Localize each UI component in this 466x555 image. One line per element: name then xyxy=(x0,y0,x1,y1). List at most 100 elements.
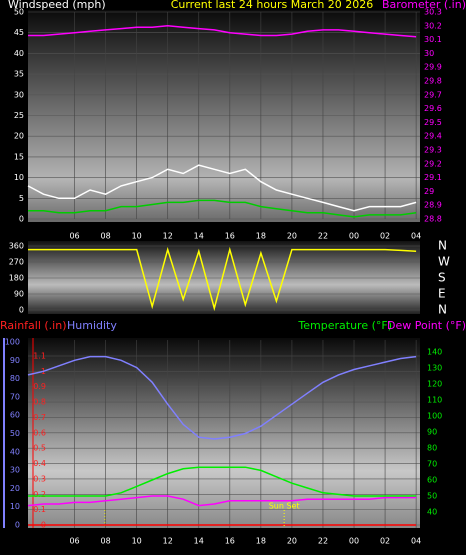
panel-wind xyxy=(28,10,420,222)
yticks-label: 10 xyxy=(14,173,24,182)
yticks-label: 0.3 xyxy=(33,474,46,483)
yticks-label: 30 xyxy=(14,90,24,99)
y2ticks-label: W xyxy=(438,255,450,269)
y2ticks-label: 29.4 xyxy=(424,132,442,141)
y2ticks-label: 30.3 xyxy=(424,8,442,17)
y2ticks-label: N xyxy=(438,239,447,253)
y3ticks-label: 30 xyxy=(10,466,20,475)
series-line xyxy=(28,199,417,218)
annotation: Sun Set xyxy=(269,502,300,511)
yticks-label: 0.2 xyxy=(33,490,46,499)
x-tick-label: 02 xyxy=(380,537,390,546)
yticks-label: 1.1 xyxy=(33,352,46,361)
yticks-label: 25 xyxy=(14,111,24,120)
x-tick-label: 08 xyxy=(101,232,111,241)
y3ticks-label: 80 xyxy=(10,374,20,383)
x-tick-label: 10 xyxy=(132,232,142,241)
y2ticks-label: 30 xyxy=(424,49,434,58)
yticks-label: 180 xyxy=(9,274,24,283)
x-tick-label: 02 xyxy=(380,232,390,241)
dew-label: Dew Point (°F) xyxy=(387,319,466,332)
y2ticks-label: 29.1 xyxy=(424,173,442,182)
yticks-label: 15 xyxy=(14,152,24,161)
series-line xyxy=(27,164,417,212)
yticks-label: 5 xyxy=(19,194,24,203)
series-line xyxy=(28,25,417,38)
yticks-label: 270 xyxy=(9,258,24,267)
x-tick-label: 06 xyxy=(69,232,79,241)
rain-label: Rainfall (.in) xyxy=(0,319,67,332)
y2ticks-label: 140 xyxy=(427,348,442,357)
x-tick-label: 14 xyxy=(194,537,204,546)
series-line xyxy=(28,246,417,312)
humidity-label: Humidity xyxy=(67,319,117,332)
x-tick-label: 10 xyxy=(132,537,142,546)
y2ticks-label: 90 xyxy=(427,428,437,437)
x-tick-label: 04 xyxy=(411,537,421,546)
series-line xyxy=(27,495,417,507)
yticks-label: 20 xyxy=(14,132,24,141)
y2ticks-label: 28.8 xyxy=(424,215,442,224)
y3ticks-label: 10 xyxy=(10,502,20,511)
y2ticks-label: 29.9 xyxy=(424,63,442,72)
y2ticks-label: 29.5 xyxy=(424,118,442,127)
y2ticks-label: 29 xyxy=(424,187,434,196)
x-tick-label: 20 xyxy=(287,232,297,241)
series-line xyxy=(28,466,417,497)
x-tick-label: 12 xyxy=(163,232,173,241)
yticks-label: 0 xyxy=(19,306,24,315)
x-tick-label: 00 xyxy=(349,232,359,241)
y2ticks-label: 30.1 xyxy=(424,35,442,44)
x-tick-label: 18 xyxy=(256,537,266,546)
y2ticks-label: 60 xyxy=(427,476,437,485)
y3ticks-label: 100 xyxy=(5,338,20,347)
y2ticks-label: 29.2 xyxy=(424,159,442,168)
yticks-label: 50 xyxy=(14,8,24,17)
baro-label: Barometer (.in) xyxy=(382,0,466,11)
x-tick-label: 04 xyxy=(411,232,421,241)
y2ticks-label: 29.3 xyxy=(424,146,442,155)
y3ticks-label: 70 xyxy=(10,392,20,401)
yticks-label: 0.8 xyxy=(33,398,46,407)
y2ticks-label: 70 xyxy=(427,460,437,469)
yticks-label: 0.7 xyxy=(33,413,46,422)
x-tick-label: 08 xyxy=(101,537,111,546)
yticks-label: 40 xyxy=(14,49,24,58)
x-tick-label: 22 xyxy=(318,232,328,241)
x-tick-label: 14 xyxy=(194,232,204,241)
y3ticks-label: 0 xyxy=(15,521,20,530)
wind-label: Windspeed (mph) xyxy=(8,0,106,11)
x-tick-label: 16 xyxy=(225,537,235,546)
y2ticks-label: 100 xyxy=(427,412,442,421)
yticks-label: 0.5 xyxy=(33,444,46,453)
panel-direction xyxy=(28,241,420,314)
series-line xyxy=(27,355,417,440)
y2ticks-label: 29.8 xyxy=(424,77,442,86)
yticks-label: 0 xyxy=(19,215,24,224)
x-tick-label: 22 xyxy=(318,537,328,546)
yticks-label: 90 xyxy=(14,290,24,299)
x-tick-label: 20 xyxy=(287,537,297,546)
x-tick-label: 00 xyxy=(349,537,359,546)
chart-title: Current last 24 hours March 20 2026 xyxy=(171,0,374,11)
y2ticks-label: 29.7 xyxy=(424,90,442,99)
y2ticks-label: 40 xyxy=(427,508,437,517)
x-tick-label: 12 xyxy=(163,537,173,546)
yticks-label: 35 xyxy=(14,70,24,79)
y2ticks-label: 29.6 xyxy=(424,104,442,113)
x-tick-label: 06 xyxy=(69,537,79,546)
y2ticks-label: 120 xyxy=(427,380,442,389)
yticks-label: 0.9 xyxy=(33,382,46,391)
y2ticks-label: N xyxy=(438,303,447,317)
yticks-label: 0.1 xyxy=(33,505,46,514)
y3ticks-label: 60 xyxy=(10,411,20,420)
yticks-label: 45 xyxy=(14,28,24,37)
y3ticks-label: 50 xyxy=(10,429,20,438)
y2ticks-label: S xyxy=(438,271,446,285)
yticks-label: 360 xyxy=(9,242,24,251)
y3ticks-label: 90 xyxy=(10,356,20,365)
y2ticks-label: 130 xyxy=(427,364,442,373)
y3ticks-label: 20 xyxy=(10,484,20,493)
y2ticks-label: 80 xyxy=(427,444,437,453)
